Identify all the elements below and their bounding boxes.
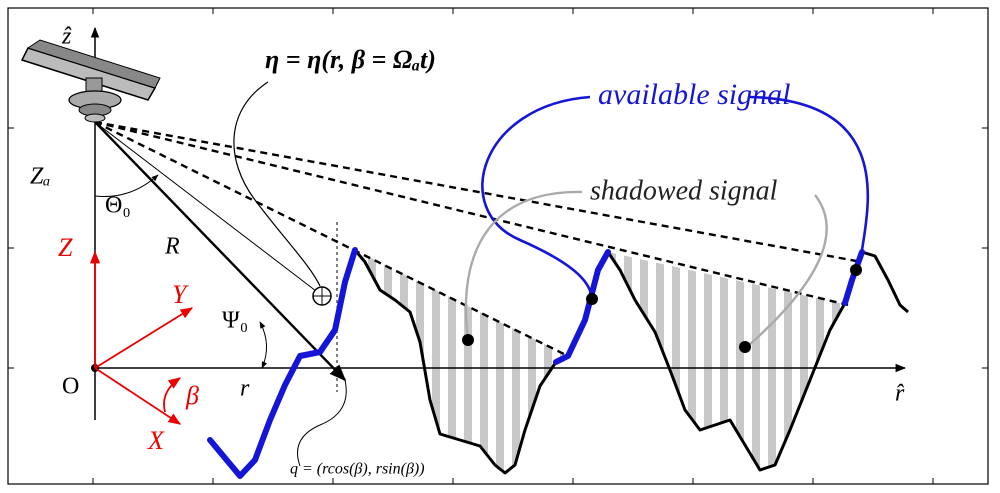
diagram: ẑ η = η(r, β = Ωₐt) available signal sha… [0, 0, 1000, 493]
label: ẑ [61, 24, 72, 50]
label: R [164, 234, 180, 260]
label: Y [172, 280, 189, 309]
label: Ψ₀ [222, 308, 248, 334]
target-point [313, 287, 331, 305]
antenna [22, 40, 160, 122]
label: η = η(r, β = Ωₐt) [265, 45, 436, 74]
label: Θ₀ [105, 193, 131, 219]
range-line [95, 122, 345, 380]
local-frame [95, 252, 192, 424]
label: Z [58, 233, 73, 262]
label: r [240, 376, 250, 402]
psi-arc [260, 322, 267, 368]
visible-segment [556, 252, 608, 362]
label: β [185, 381, 199, 410]
label: available signal [598, 78, 790, 111]
label: Zₐ [30, 164, 50, 190]
label: r̂ [895, 381, 905, 407]
shadow-region [608, 252, 848, 470]
shadow-regions [355, 250, 848, 473]
label: O [62, 374, 79, 400]
label: shadowed signal [590, 175, 778, 206]
label: q = (rcos(β), rsin(β)) [290, 461, 425, 478]
visible-segment [210, 250, 355, 476]
label: X [147, 426, 165, 455]
